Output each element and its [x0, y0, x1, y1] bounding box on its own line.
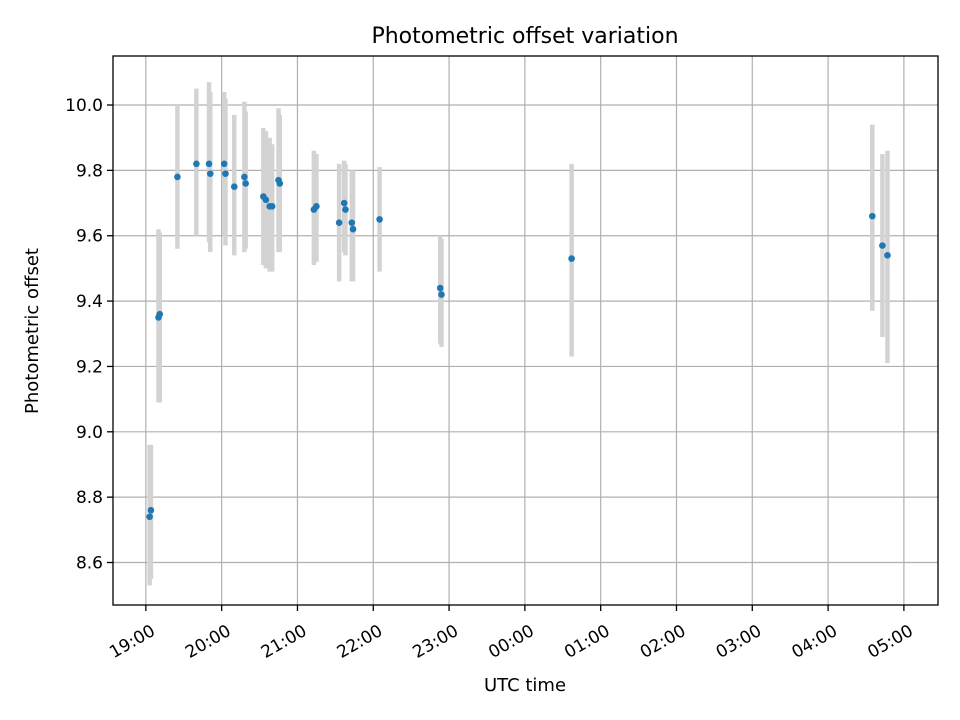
point-layer — [146, 160, 891, 521]
data-point — [205, 160, 213, 168]
data-point — [147, 506, 155, 514]
data-point — [262, 196, 270, 204]
data-point — [348, 219, 356, 226]
y-tick-label: 8.8 — [76, 488, 103, 508]
data-point — [242, 180, 249, 187]
data-point — [313, 203, 320, 210]
y-tick-label: 9.6 — [76, 227, 103, 247]
y-tick-label: 10.0 — [65, 96, 103, 116]
data-point — [869, 212, 876, 220]
data-point — [146, 513, 153, 521]
data-point — [884, 252, 891, 259]
data-point — [206, 170, 214, 177]
data-point — [568, 255, 575, 262]
data-point — [349, 225, 357, 233]
data-point — [436, 284, 444, 292]
data-point — [230, 183, 238, 191]
data-point — [156, 310, 164, 318]
data-point — [879, 242, 886, 249]
data-point — [438, 291, 445, 298]
y-tick-label: 8.6 — [76, 554, 103, 574]
data-point — [342, 206, 349, 213]
data-point — [174, 173, 181, 181]
data-point — [376, 216, 383, 223]
data-point — [276, 180, 284, 187]
y-tick-label: 9.8 — [76, 161, 103, 181]
y-axis: 8.6 8.8 9.0 9.2 9.4 9.6 9.8 10.0 — [65, 96, 113, 574]
data-point — [220, 160, 228, 168]
data-point — [268, 203, 276, 210]
y-axis-label: Photometric offset — [22, 248, 43, 414]
chart-title: Photometric offset variation — [371, 24, 678, 49]
grid-layer — [113, 56, 938, 605]
data-point — [241, 173, 248, 181]
y-tick-label: 9.2 — [76, 357, 103, 377]
data-point — [222, 170, 229, 177]
y-tick-label: 9.0 — [76, 423, 103, 443]
x-axis-label: UTC time — [484, 675, 566, 696]
data-point — [335, 219, 343, 226]
data-point — [340, 199, 348, 207]
y-tick-label: 9.4 — [76, 292, 103, 312]
data-point — [193, 160, 200, 168]
